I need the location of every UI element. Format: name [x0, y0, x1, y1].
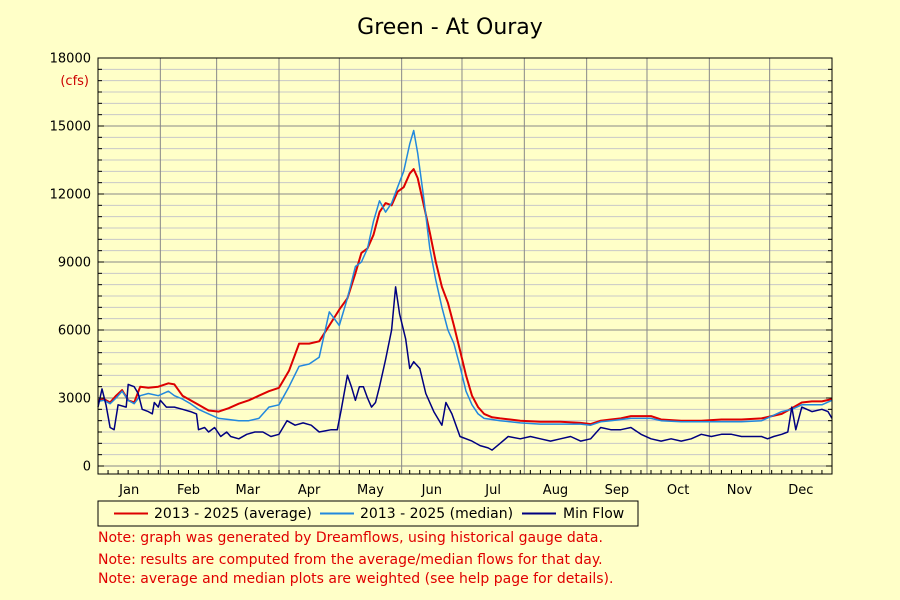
y-tick-label: 15000	[50, 120, 91, 135]
y-tick-label: 6000	[58, 324, 91, 339]
legend-label-median: 2013 - 2025 (median)	[360, 506, 513, 522]
x-tick-label: Dec	[788, 483, 813, 498]
x-tick-label: Aug	[543, 483, 568, 498]
legend-label-min-flow: Min Flow	[563, 506, 624, 522]
x-tick-label: Oct	[667, 483, 689, 498]
series-line-min-flow	[97, 286, 833, 451]
legend-label-average: 2013 - 2025 (average)	[154, 506, 312, 522]
axis-ticks: 0 3000 6000 9000 12000 15000 18000 Jan Feb Mar Apr…	[50, 52, 833, 498]
note-computation: Note: results are computed from the aver…	[98, 552, 603, 568]
series-lines	[97, 129, 833, 451]
x-tick-label: Mar	[236, 483, 261, 498]
plot-frame	[97, 57, 833, 475]
x-tick-label: Jul	[484, 483, 501, 498]
note-gauge-data: Note: graph was generated by Dreamflows,…	[98, 530, 603, 546]
legend: 2013 - 2025 (average) 2013 - 2025 (media…	[97, 500, 639, 527]
x-tick-label: Apr	[298, 483, 321, 498]
x-tick-label: Nov	[727, 483, 753, 498]
x-tick-label: Sep	[605, 483, 630, 498]
y-tick-label: 18000	[50, 52, 91, 67]
series-line-median	[97, 129, 833, 426]
x-tick-label: Feb	[177, 483, 200, 498]
y-axis-unit: (cfs)	[60, 74, 89, 89]
x-tick-label: Jan	[118, 483, 139, 498]
series-line-average	[97, 168, 833, 426]
grid	[98, 57, 832, 474]
y-tick-label: 12000	[50, 188, 91, 203]
x-tick-label: Jun	[421, 483, 442, 498]
chart-title: Green - At Ouray	[357, 15, 543, 40]
y-tick-label: 0	[83, 460, 91, 475]
y-tick-label: 9000	[58, 256, 91, 271]
y-tick-label: 3000	[58, 392, 91, 407]
note-weighting: Note: average and median plots are weigh…	[98, 571, 614, 587]
x-tick-label: May	[357, 483, 384, 498]
